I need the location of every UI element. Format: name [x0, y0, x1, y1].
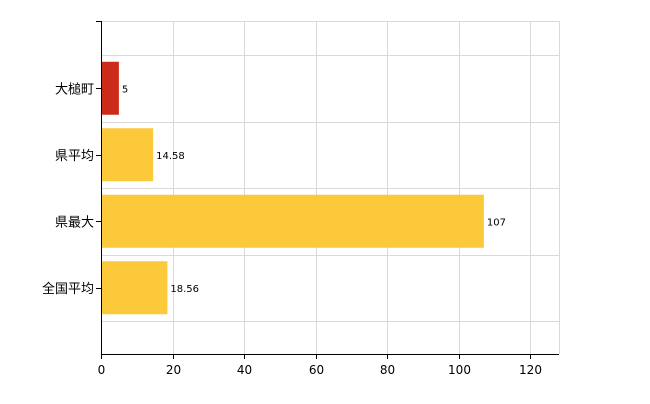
x-tick-label: 20: [166, 363, 181, 377]
x-tick-label: 60: [309, 363, 324, 377]
bars: [102, 61, 484, 315]
data-label: 18.56: [170, 284, 199, 295]
bar: [102, 61, 119, 115]
data-label: 14.58: [156, 151, 185, 162]
category-label: 県最大: [55, 215, 94, 230]
category-label: 全国平均: [42, 281, 94, 297]
axes: [96, 21, 559, 359]
x-tick-label: 40: [237, 363, 252, 377]
gridlines: [101, 21, 560, 354]
bar: [102, 261, 168, 315]
x-tick-label: 100: [448, 363, 471, 377]
data-label: 107: [487, 217, 506, 228]
x-tick-label: 80: [380, 363, 395, 377]
x-tick-label: 0: [98, 363, 106, 377]
bar: [102, 128, 154, 182]
bar: [102, 194, 484, 248]
category-label: 県平均: [55, 149, 94, 164]
x-tick-label: 120: [519, 363, 542, 377]
category-label: 大槌町: [55, 81, 94, 97]
data-label: 5: [122, 84, 128, 95]
labels: 5 大槌町 14.58 県平均 107 県最大 18.56 全国平均 0 20 40 60 80 100 1…: [42, 81, 542, 377]
